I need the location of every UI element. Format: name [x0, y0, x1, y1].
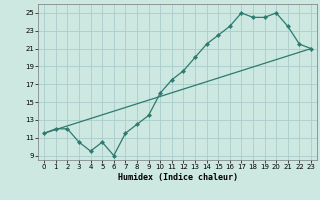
X-axis label: Humidex (Indice chaleur): Humidex (Indice chaleur) [118, 173, 238, 182]
